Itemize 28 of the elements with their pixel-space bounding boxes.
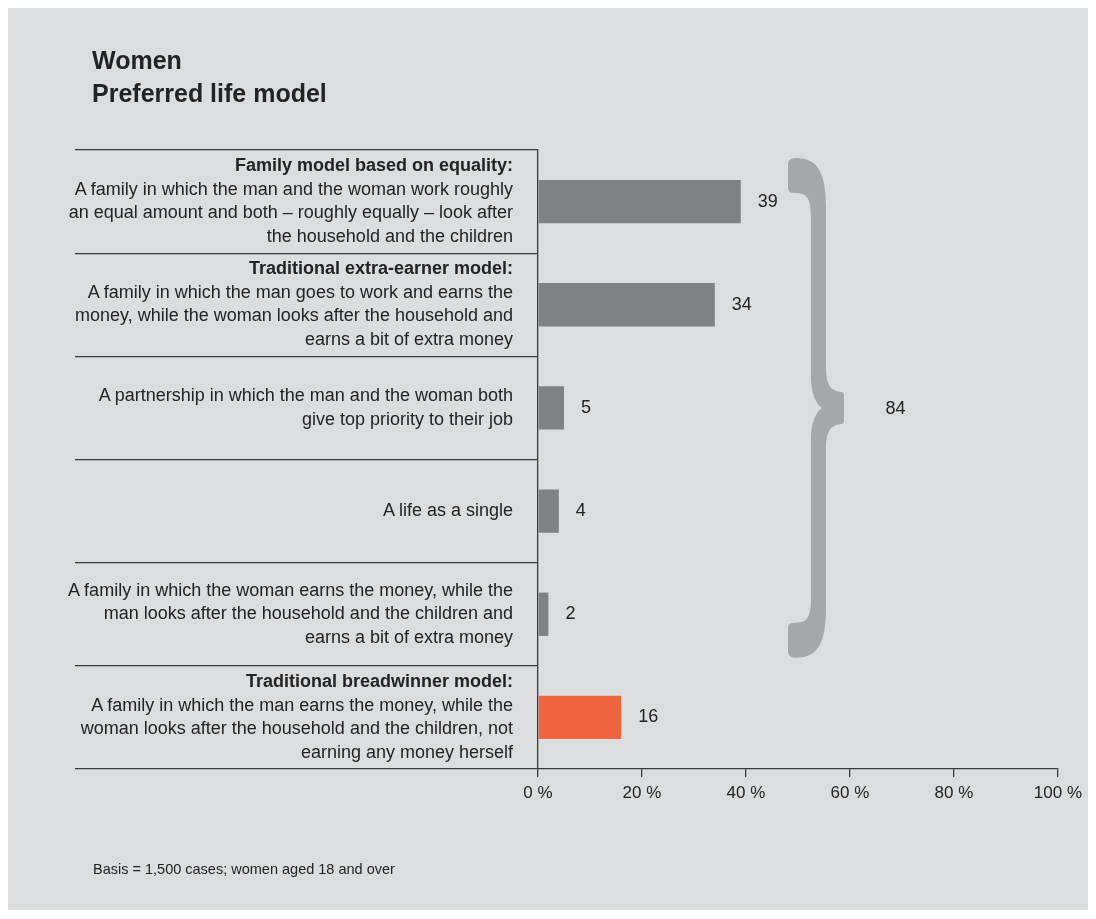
bar	[538, 179, 741, 224]
bar	[538, 695, 622, 740]
data-label: 2	[565, 603, 576, 624]
x-tick-label: 100 %	[1033, 782, 1082, 802]
data-label: 5	[580, 396, 592, 417]
x-tick-label: 20 %	[622, 782, 662, 802]
y-tick-label: A family in which the woman earns the money, while the man looks after the household and the children and earns a bit of extra money	[68, 579, 513, 647]
y-tick-label: A partnership in which the man and the woman both give top priority to their job	[98, 385, 513, 429]
data-label: 16	[638, 706, 659, 727]
text: Basis = 1,500 cases; women aged 18 and over	[93, 860, 395, 879]
x-tick-label: 0 %	[523, 782, 553, 802]
bar	[538, 592, 549, 636]
bar	[538, 386, 564, 430]
text: Women	[92, 45, 183, 76]
x-tick-label: 80 %	[934, 782, 974, 802]
y-tick-label: Traditional breadwinner model: A family in which the man earns the money, while the woman looks after the household and the children, not earning any money herself	[79, 671, 514, 762]
y-tick-label: Traditional extra-earner model: A family in which the man goes to work and earns the money, while the woman looks after the household and earns a bit of extra money	[75, 258, 513, 349]
bar	[538, 283, 715, 327]
y-tick-label: Family model based on equality: A family in which the man and the woman work roughly an equal amount and both – roughly equally – look after the household and the children	[68, 155, 513, 246]
x-tick-label: 40 %	[726, 782, 766, 802]
text: Preferred life model	[92, 78, 327, 109]
data-label: 39	[757, 190, 778, 211]
annotation: 84	[885, 396, 906, 419]
data-label: 4	[575, 500, 586, 521]
y-tick-label: A life as a single	[382, 500, 513, 521]
x-tick-label: 60 %	[830, 782, 870, 802]
bar	[538, 489, 559, 533]
data-label: 34	[731, 293, 752, 314]
